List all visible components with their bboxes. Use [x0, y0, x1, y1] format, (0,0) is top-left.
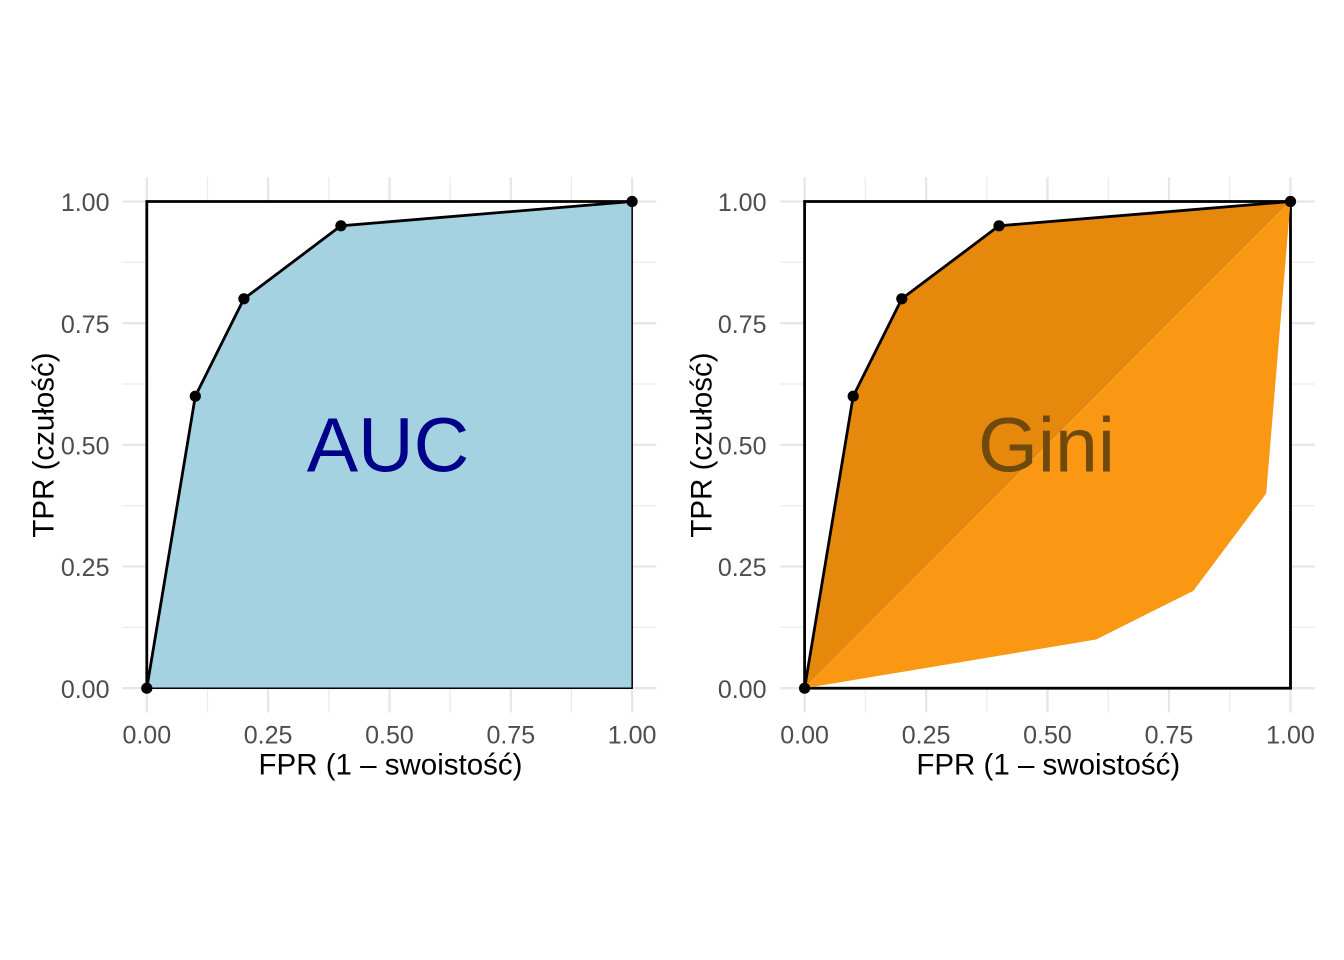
- svg-text:0.50: 0.50: [365, 721, 414, 749]
- svg-text:1.00: 1.00: [608, 721, 657, 749]
- svg-text:AUC: AUC: [307, 403, 470, 489]
- svg-text:0.00: 0.00: [780, 721, 829, 749]
- svg-text:0.25: 0.25: [244, 721, 293, 749]
- svg-text:TPR (czułość): TPR (czułość): [685, 352, 718, 537]
- svg-text:0.75: 0.75: [1145, 721, 1194, 749]
- svg-text:0.00: 0.00: [61, 676, 110, 704]
- svg-text:0.00: 0.00: [122, 721, 171, 749]
- svg-text:0.50: 0.50: [61, 433, 110, 461]
- svg-text:0.50: 0.50: [718, 433, 767, 461]
- svg-text:0.25: 0.25: [718, 554, 767, 582]
- svg-text:0.50: 0.50: [1023, 721, 1072, 749]
- svg-text:FPR (1 – swoistość): FPR (1 – swoistość): [259, 749, 523, 782]
- svg-text:0.75: 0.75: [718, 311, 767, 339]
- svg-text:Gini: Gini: [978, 403, 1115, 489]
- svg-text:TPR (czułość): TPR (czułość): [28, 352, 61, 537]
- svg-text:0.25: 0.25: [61, 554, 110, 582]
- svg-text:0.25: 0.25: [902, 721, 951, 749]
- svg-text:1.00: 1.00: [718, 189, 767, 217]
- svg-text:0.75: 0.75: [486, 721, 535, 749]
- svg-text:0.75: 0.75: [61, 311, 110, 339]
- svg-text:FPR (1 – swoistość): FPR (1 – swoistość): [916, 749, 1180, 782]
- svg-text:1.00: 1.00: [1266, 721, 1315, 749]
- svg-text:1.00: 1.00: [61, 189, 110, 217]
- svg-text:0.00: 0.00: [718, 676, 767, 704]
